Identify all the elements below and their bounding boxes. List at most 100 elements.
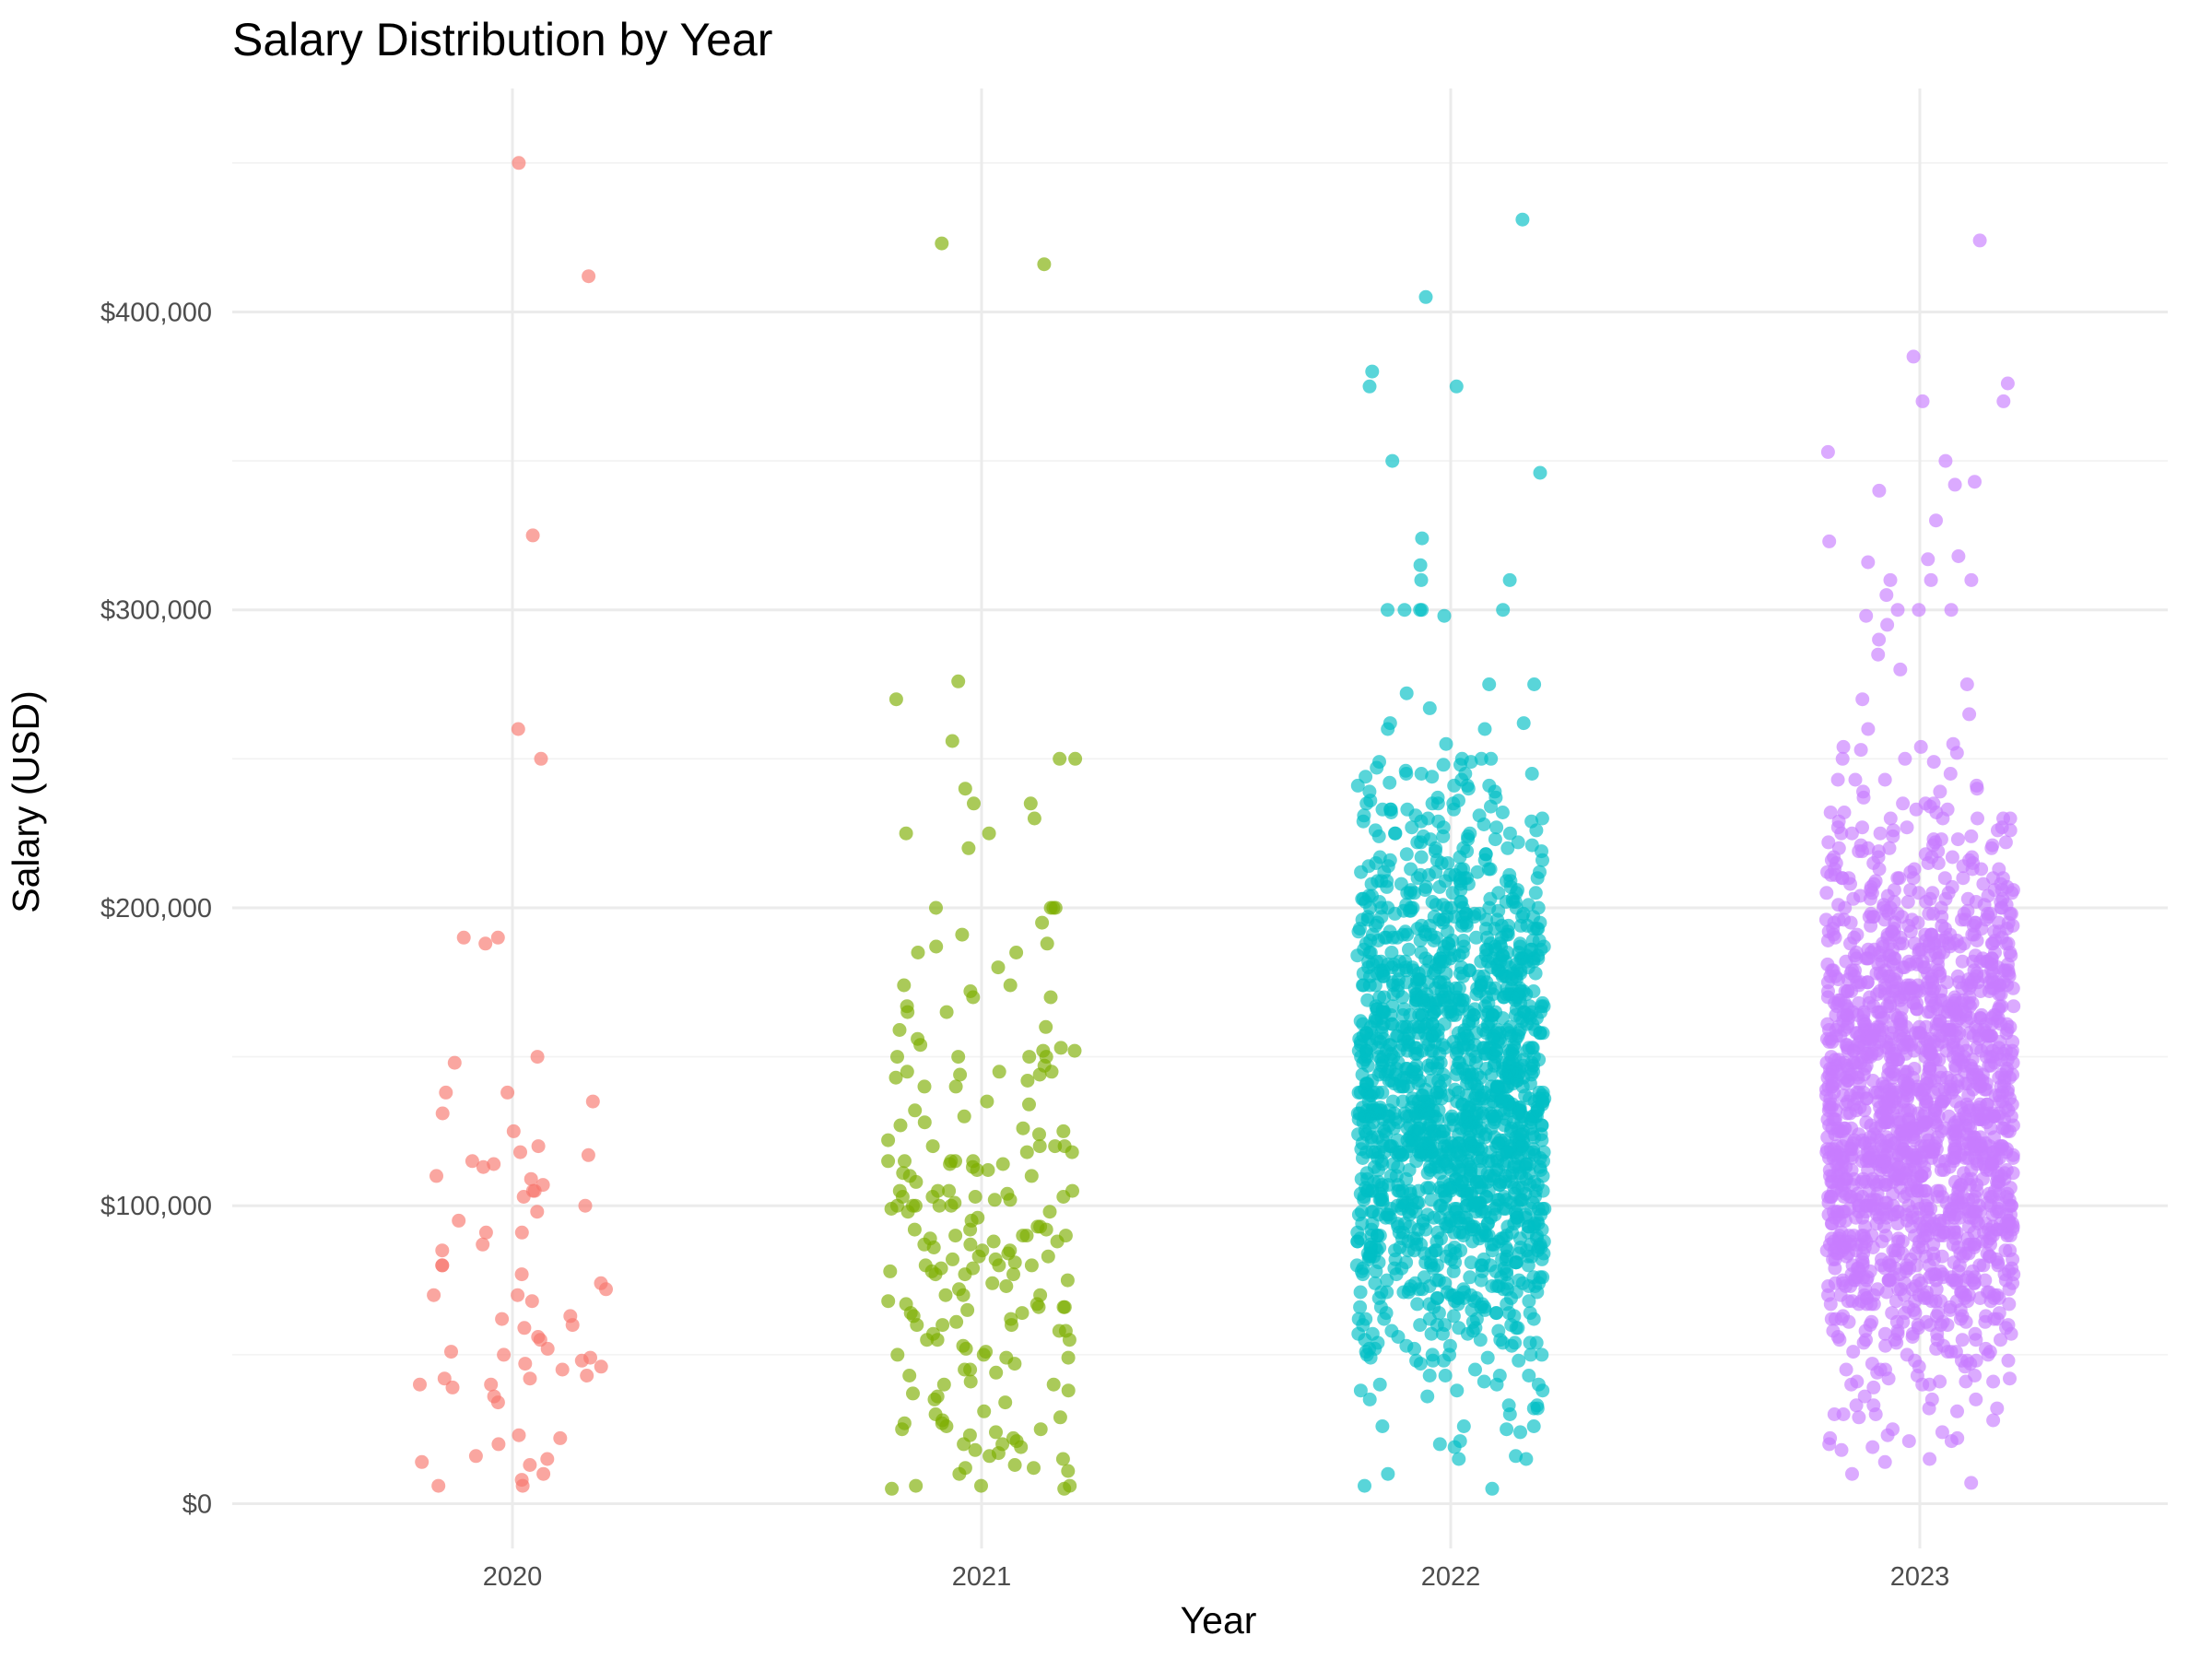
scatter-point xyxy=(1452,1452,1466,1466)
scatter-point xyxy=(1400,1062,1415,1076)
scatter-point xyxy=(1445,886,1460,900)
scatter-point xyxy=(2006,1147,2020,1162)
scatter-point xyxy=(1477,1374,1491,1389)
scatter-point xyxy=(1890,871,1905,886)
scatter-point xyxy=(1365,1145,1380,1159)
scatter-point xyxy=(948,1229,963,1243)
scatter-point xyxy=(1910,1002,1924,1017)
scatter-point xyxy=(1970,1157,1984,1171)
scatter-point xyxy=(1850,1067,1865,1082)
scatter-point xyxy=(1850,1026,1865,1041)
scatter-point xyxy=(1855,820,1869,835)
scatter-point xyxy=(1375,1419,1390,1433)
scatter-point xyxy=(1849,1103,1864,1118)
scatter-point xyxy=(1526,1065,1541,1079)
scatter-point xyxy=(1053,1410,1067,1425)
scatter-point xyxy=(1822,534,1837,548)
scatter-point xyxy=(1870,1207,1885,1222)
scatter-point xyxy=(1929,1309,1944,1324)
scatter-point xyxy=(1950,1404,1964,1418)
scatter-point xyxy=(977,1404,992,1418)
scatter-point xyxy=(540,1452,555,1466)
scatter-point xyxy=(1508,1205,1523,1219)
scatter-point xyxy=(1841,1094,1855,1109)
scatter-point xyxy=(1919,1097,1933,1112)
scatter-point xyxy=(1520,918,1535,933)
scatter-point xyxy=(1414,850,1429,865)
scatter-point xyxy=(1422,1181,1437,1195)
scatter-point xyxy=(476,1159,490,1174)
scatter-point xyxy=(1384,946,1399,959)
scatter-point xyxy=(1479,1229,1493,1243)
scatter-point xyxy=(1437,1130,1451,1145)
scatter-point xyxy=(1349,1258,1364,1273)
scatter-point xyxy=(1905,1330,1920,1344)
scatter-point xyxy=(1985,1043,2000,1058)
scatter-point xyxy=(1351,1043,1366,1058)
scatter-point xyxy=(1003,1193,1018,1207)
scatter-point xyxy=(927,1392,942,1406)
scatter-point xyxy=(1940,1318,1955,1333)
scatter-point xyxy=(930,1333,945,1347)
scatter-point xyxy=(1533,1026,1547,1041)
scatter-point xyxy=(1057,1139,1072,1154)
scatter-point xyxy=(1361,888,1376,903)
scatter-point xyxy=(1425,1347,1440,1362)
scatter-point xyxy=(1922,1139,1936,1154)
scatter-point xyxy=(1053,1041,1068,1055)
x-tick-label: 2020 xyxy=(483,1562,543,1592)
scatter-point xyxy=(1418,1019,1432,1034)
scatter-point xyxy=(1949,1273,1964,1288)
scatter-point xyxy=(1845,1142,1860,1157)
scatter-point xyxy=(1967,1225,1982,1240)
scatter-point xyxy=(1835,751,1850,766)
scatter-point xyxy=(1046,1377,1061,1392)
scatter-point xyxy=(1413,1357,1428,1371)
y-tick-label: $100,000 xyxy=(100,1192,212,1221)
scatter-point xyxy=(1526,984,1541,998)
scatter-point xyxy=(1507,1157,1522,1171)
scatter-point xyxy=(1947,1151,1962,1165)
scatter-point xyxy=(1991,1255,2006,1270)
scatter-point xyxy=(1897,1103,1912,1118)
scatter-point xyxy=(1872,1023,1887,1037)
scatter-point xyxy=(1375,1157,1390,1171)
scatter-point xyxy=(1946,1038,1960,1053)
scatter-point xyxy=(1865,1440,1880,1454)
scatter-point xyxy=(1830,1019,1845,1034)
scatter-point xyxy=(1452,981,1466,995)
scatter-point xyxy=(1999,1321,2013,1335)
scatter-point xyxy=(1524,838,1539,853)
scatter-point xyxy=(1994,1079,2008,1094)
scatter-point xyxy=(1890,1326,1905,1341)
scatter-point xyxy=(1468,1362,1482,1377)
scatter-point xyxy=(1410,922,1425,936)
scatter-point xyxy=(1420,1207,1435,1222)
scatter-point xyxy=(1923,799,1937,814)
scatter-point xyxy=(518,1357,533,1371)
scatter-point xyxy=(1969,1333,1983,1347)
scatter-point xyxy=(1870,1186,1885,1201)
scatter-point xyxy=(1823,1430,1838,1445)
scatter-point xyxy=(1990,1401,2005,1416)
scatter-point xyxy=(1524,1202,1538,1216)
scatter-point xyxy=(1999,1190,2014,1204)
scatter-point xyxy=(1923,1452,1937,1466)
scatter-point xyxy=(1368,823,1382,838)
scatter-point xyxy=(1392,972,1406,987)
scatter-point xyxy=(2001,957,2015,971)
scatter-point xyxy=(1401,1031,1416,1046)
scatter-point xyxy=(1940,802,1955,817)
scatter-point xyxy=(1944,603,1959,618)
scatter-point xyxy=(1429,865,1443,879)
scatter-point xyxy=(1510,1074,1524,1088)
scatter-point xyxy=(1828,1312,1842,1326)
scatter-point xyxy=(1911,1318,1925,1333)
scatter-point xyxy=(1972,233,1987,248)
scatter-point xyxy=(1372,1377,1387,1392)
scatter-point xyxy=(1442,1338,1457,1353)
scatter-point xyxy=(1929,513,1943,528)
scatter-point xyxy=(1824,1174,1839,1189)
scatter-point xyxy=(1404,883,1418,898)
scatter-point xyxy=(1524,767,1539,781)
